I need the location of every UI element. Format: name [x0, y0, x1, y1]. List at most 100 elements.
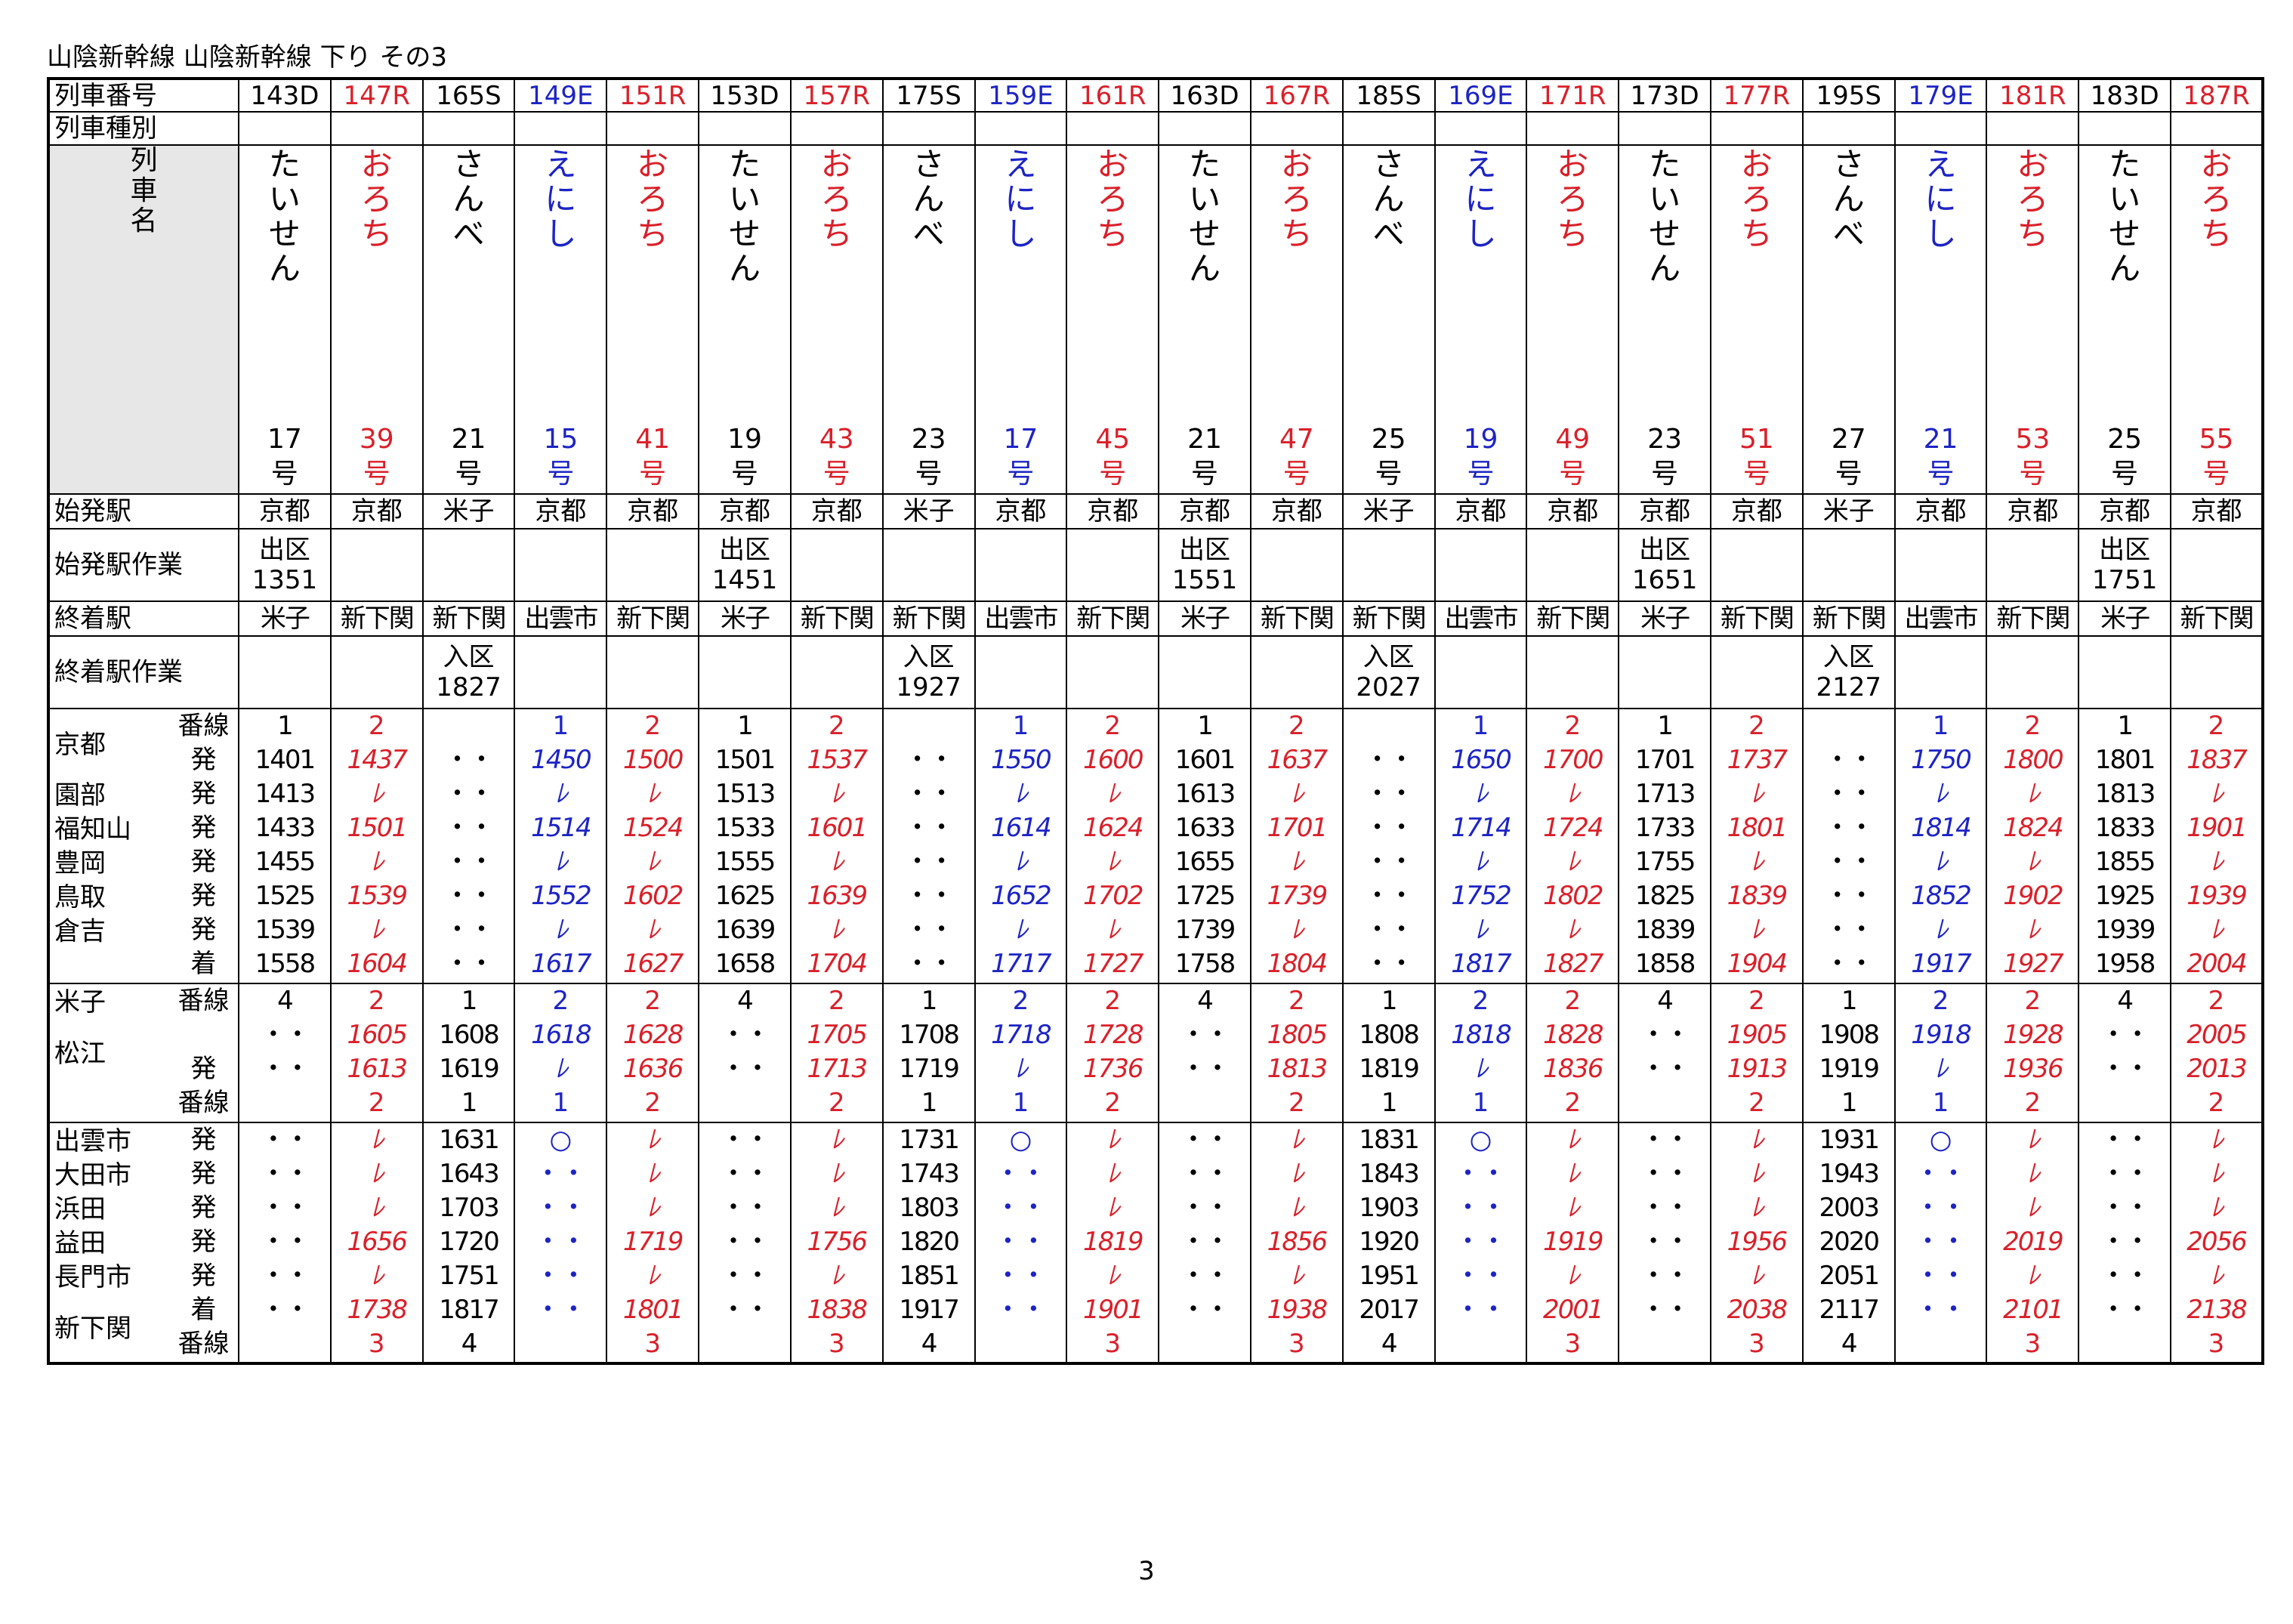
origin-station: 京都 — [1710, 493, 1804, 529]
time-value: 1750 — [1911, 745, 1972, 775]
time-mark — [1804, 710, 1893, 743]
train-times: 2 1728 1736 2 — [1066, 983, 1160, 1123]
time-value: 2138 — [2187, 1295, 2248, 1325]
train-times: 1 1708 1719 1 — [881, 983, 976, 1123]
train-service-number: 19 号 — [1463, 422, 1498, 492]
time-value: 2056 — [2187, 1227, 2248, 1257]
destination-operation — [789, 635, 884, 709]
train-name-cell: おろち 53 号 — [1986, 144, 2080, 495]
time-mark: ﾚ — [1566, 915, 1580, 945]
dest-op-line: 入区 — [903, 642, 955, 672]
stop-kind: 番線 — [177, 711, 230, 741]
time-mark: ・・ — [2100, 1159, 2150, 1189]
time-value: 1851 — [899, 1261, 960, 1291]
time-mark: 4 — [2117, 986, 2134, 1016]
train-times: 1 1501 1513 1533 1555 1625 1639 1658 — [698, 708, 792, 984]
dest-op-time: 2127 — [1816, 672, 1881, 702]
time-value: 1752 — [1451, 881, 1512, 911]
time-mark: ﾚ — [831, 779, 844, 809]
time-mark: 2 — [828, 711, 845, 741]
train-service-number: 27 号 — [1832, 422, 1866, 492]
station-name: 鳥取 — [54, 882, 106, 912]
service-number: 19 — [1463, 424, 1498, 455]
time-value: 1801 — [1727, 813, 1788, 843]
time-value: 1739 — [1174, 915, 1236, 945]
train-name-char: ち — [1280, 215, 1313, 252]
dest-op-time: 2027 — [1356, 672, 1421, 702]
time-mark: 1 — [461, 986, 478, 1016]
destination-operation — [1893, 635, 1988, 709]
time-value: 1824 — [2003, 813, 2064, 843]
destination-station: 新下関 — [329, 601, 424, 637]
time-value: 1550 — [991, 745, 1052, 775]
time-value: 1805 — [1267, 1020, 1329, 1050]
train-service-number: 49 号 — [1555, 422, 1590, 492]
time-value: 1836 — [1543, 1054, 1604, 1084]
train-kind-cell — [1893, 111, 1988, 146]
origin-op-time: 1751 — [2091, 565, 2158, 595]
time-value: 1927 — [2003, 949, 2064, 979]
time-mark: ・・ — [1824, 949, 1875, 979]
train-service-number: 39 号 — [360, 422, 394, 492]
service-number: 25 — [1371, 424, 1406, 455]
time-value: 1652 — [991, 881, 1052, 911]
train-service-number: 15 号 — [543, 422, 578, 492]
origin-station: 米子 — [1341, 493, 1436, 529]
train-times: 2 1737 ﾚ 1801 ﾚ 1839 ﾚ 1904 — [1710, 708, 1804, 984]
time-value: 1613 — [347, 1054, 408, 1084]
origin-operation — [1249, 528, 1344, 602]
service-number: 41 — [635, 424, 671, 455]
train-name-char: い — [268, 181, 301, 218]
station-names: 出雲市 大田市 浜田 益田 長門市 新下関 — [48, 1122, 169, 1364]
time-mark: ﾚ — [2026, 779, 2040, 809]
time-mark: ﾚ — [2210, 915, 2224, 945]
time-mark: ・・ — [1640, 1227, 1690, 1257]
train-name-char: お — [1740, 146, 1773, 183]
train-name-char: ろ — [1557, 181, 1589, 218]
station-name: 新下関 — [54, 1313, 131, 1344]
origin-station: 京都 — [1249, 493, 1344, 529]
train-name-char: さ — [912, 146, 945, 183]
origin-station: 京都 — [1986, 493, 2080, 529]
destination-station: 新下関 — [1249, 601, 1344, 637]
time-mark: ﾚ — [2210, 847, 2224, 877]
station-name: 福知山 — [54, 814, 131, 844]
origin-station: 京都 — [1893, 493, 1988, 529]
time-mark: 2 — [828, 1088, 845, 1118]
train-service-number: 21 号 — [1924, 422, 1958, 492]
time-mark: 4 — [1841, 1329, 1858, 1359]
train-times: 1 1908 1919 1 — [1801, 983, 1896, 1123]
destination-operation — [1066, 635, 1160, 709]
time-mark: ﾚ — [2210, 1125, 2224, 1155]
train-name-char: え — [1464, 146, 1497, 183]
origin-station: 京都 — [2078, 493, 2172, 529]
time-value: 1619 — [439, 1054, 500, 1084]
stop-kind — [169, 1018, 237, 1052]
train-times: 4 ・・ ・・ — [1618, 983, 1711, 1123]
train-name-cell: たいせん 17 号 — [238, 144, 332, 495]
time-value: 1728 — [1082, 1020, 1144, 1050]
destination-station: 新下関 — [1526, 601, 1620, 637]
destination-operation — [974, 635, 1068, 709]
time-value: 2051 — [1819, 1261, 1880, 1291]
time-value: 1825 — [1634, 881, 1696, 911]
time-mark: 1 — [552, 711, 569, 741]
service-number: 43 — [819, 424, 854, 455]
time-mark: 1 — [277, 711, 294, 741]
train-times: 2 1637 ﾚ 1701 ﾚ 1739 ﾚ 1804 — [1249, 708, 1344, 984]
origin-operation — [789, 528, 884, 602]
time-value: 1639 — [714, 915, 776, 945]
time-mark: ﾚ — [1751, 1125, 1764, 1155]
station-name: 米子 — [54, 987, 106, 1017]
origin-op-time: 1651 — [1631, 565, 1698, 595]
time-mark: ・・ — [1180, 1193, 1230, 1223]
time-value: 1901 — [1082, 1295, 1144, 1325]
service-number: 23 — [1647, 424, 1682, 455]
train-name: さんべ — [1833, 147, 1865, 252]
time-mark: 1 — [1012, 711, 1029, 741]
train-name: えにし — [1464, 146, 1497, 252]
time-mark: ﾚ — [1291, 1159, 1304, 1189]
time-mark: ﾚ — [1751, 1193, 1764, 1223]
train-name-char: お — [1280, 146, 1313, 183]
time-value: 1524 — [622, 813, 684, 843]
